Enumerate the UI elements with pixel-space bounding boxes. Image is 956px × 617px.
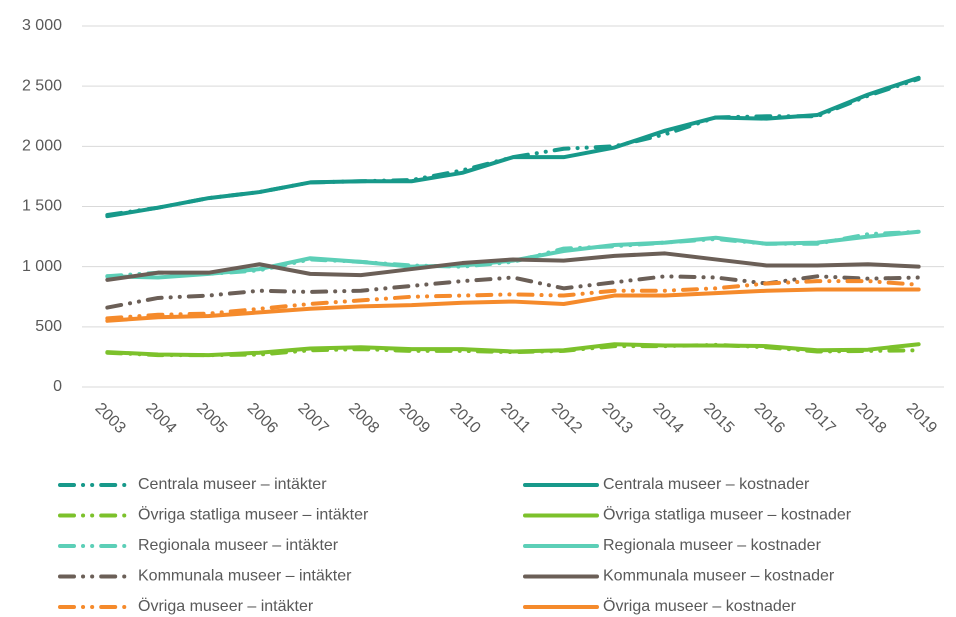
legend-label: Centrala museer – intäkter — [138, 476, 327, 493]
x-tick-label: 2007 — [294, 400, 331, 437]
x-tick-label: 2017 — [801, 400, 838, 437]
line-series — [105, 274, 921, 310]
legend-label: Övriga statliga museer – intäkter — [138, 506, 369, 524]
y-tick-label: 3 000 — [22, 17, 62, 34]
x-tick-label: 2003 — [92, 400, 129, 437]
legend-label: Regionala museer – intäkter — [138, 537, 339, 554]
x-tick-label: 2004 — [142, 400, 179, 437]
x-tick-label: 2015 — [700, 400, 737, 437]
x-tick-label: 2006 — [244, 400, 281, 437]
line-series — [105, 342, 921, 358]
y-tick-label: 500 — [35, 318, 62, 335]
x-tick-label: 2012 — [548, 400, 585, 437]
x-tick-label: 2011 — [497, 400, 533, 436]
line-series — [105, 287, 921, 323]
line-series — [105, 279, 921, 321]
x-tick-label: 2016 — [751, 400, 788, 437]
x-tick-label: 2005 — [193, 400, 230, 437]
line-series — [105, 75, 921, 219]
legend-label: Kommunala museer – intäkter — [138, 568, 352, 585]
y-tick-label: 1 000 — [22, 258, 62, 275]
x-tick-label: 2014 — [649, 400, 686, 437]
y-tick-label: 1 500 — [22, 198, 62, 215]
legend-label: Centrala museer – kostnader — [603, 476, 810, 493]
legend-label: Övriga museer – kostnader — [603, 597, 797, 615]
x-tick-label: 2013 — [599, 400, 636, 437]
legend-label: Regionala museer – kostnader — [603, 537, 822, 554]
x-tick-label: 2018 — [852, 400, 889, 437]
x-tick-label: 2019 — [903, 400, 940, 437]
legend-label: Övriga statliga museer – kostnader — [603, 506, 852, 524]
legend-label: Övriga museer – intäkter — [138, 597, 314, 615]
x-tick-label: 2008 — [345, 400, 382, 437]
legend-label: Kommunala museer – kostnader — [603, 568, 835, 585]
x-tick-label: 2010 — [446, 400, 483, 437]
y-tick-label: 2 000 — [22, 138, 62, 155]
line-series — [105, 251, 921, 282]
x-tick-label: 2009 — [396, 400, 433, 437]
y-tick-label: 2 500 — [22, 77, 62, 94]
y-tick-label: 0 — [53, 378, 62, 395]
